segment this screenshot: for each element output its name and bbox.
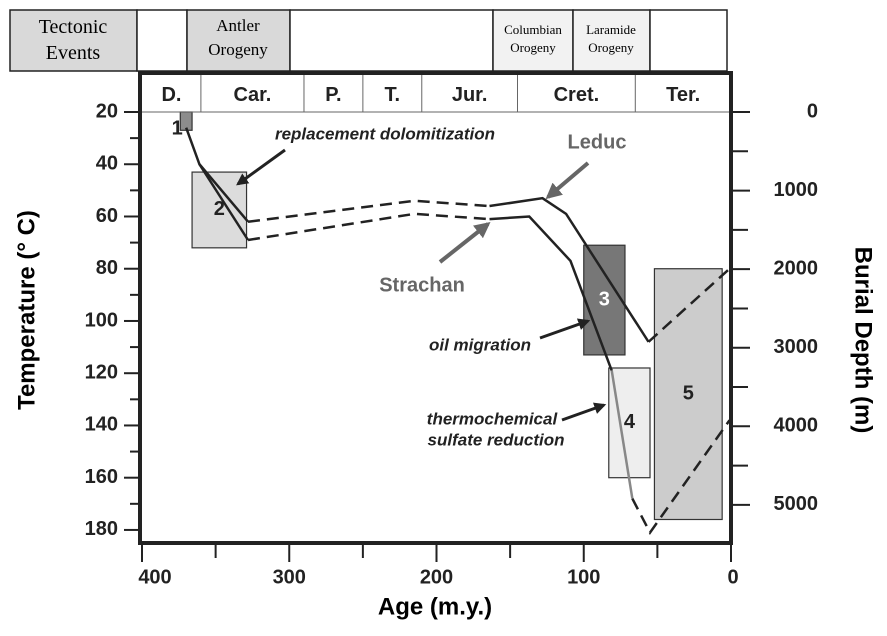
y-tick-label: 40 [96,153,118,175]
range-box [583,244,626,356]
header-label-line: Events [46,42,101,64]
event-label: Columbian Orogeny [504,22,562,55]
event-label: Antler Orogeny [208,16,268,59]
box-label: 2 [214,198,225,220]
header-box [649,9,728,72]
event-label: Laramide Orogeny [586,22,636,55]
y-tick-label: 100 [85,309,118,331]
y2-tick-label: 1000 [774,179,819,201]
period-label: Jur. [452,84,488,106]
header-box [136,9,188,72]
header-box [9,9,138,72]
x-tick-label: 400 [138,566,171,588]
event-label-line: Orogeny [588,40,634,55]
temperature-line [247,199,490,223]
period-label: P. [325,84,341,106]
box-label: 4 [624,411,636,433]
y2-tick-label: 4000 [774,415,819,437]
period-label: Cret. [554,84,600,106]
temperature-line [489,215,613,372]
annotation-arrow [438,222,491,264]
y-tick-label: 20 [96,100,118,122]
header-box [289,9,494,72]
box-label: 5 [683,382,694,404]
annotation: thermochemical [427,409,559,428]
annotation: Leduc [568,131,627,153]
temperature-line [610,370,634,499]
header-label: Tectonic Events [39,16,108,64]
event-label-line: Columbian [504,22,562,37]
y2-tick-label: 0 [807,100,818,122]
y-tick-label: 120 [85,361,118,383]
box-label: 3 [599,288,610,310]
temperature-line [631,419,731,535]
y-tick-label: 160 [85,466,118,488]
range-box [608,367,651,479]
period-label: Car. [234,84,272,106]
y2-tick-label: 2000 [774,257,819,279]
header-label-line: Tectonic [39,16,108,38]
y-tick-label: 60 [96,205,118,227]
x-tick-label: 200 [420,566,453,588]
annotation: replacement dolomitization [275,124,495,143]
x-tick-label: 300 [273,566,306,588]
y2-tick-label: 5000 [774,493,819,515]
y2-tick-label: 3000 [774,336,819,358]
header [9,9,728,72]
annotation: oil migration [429,335,531,354]
annotation: sulfate reduction [428,430,565,449]
temperature-line [198,163,250,241]
event-label-line: Orogeny [510,40,556,55]
temperature-line [489,196,650,343]
box-label: 1 [172,117,183,139]
temperature-line [247,212,490,242]
x-tick-label: 100 [567,566,600,588]
event-label-line: Laramide [586,22,636,37]
y-axis-label: Temperature (° C) [13,210,40,410]
annotation: Strachan [379,274,465,296]
period-label: D. [161,84,181,106]
x-tick-label: 0 [727,566,738,588]
x-axis-label: Age (m.y.) [378,593,492,620]
period-label: T. [385,84,401,106]
annotation-arrow [236,148,286,186]
y-tick-label: 80 [96,257,118,279]
y2-axis-label: Burial Depth (m) [850,247,877,434]
header-box [186,9,291,72]
header-box [572,9,651,72]
annotation-arrow [539,318,591,340]
event-label-line: Orogeny [208,40,268,59]
annotation-arrow [545,161,590,200]
annotation-arrow [561,402,607,422]
event-label-line: Antler [216,16,260,35]
y-tick-label: 140 [85,414,118,436]
y-tick-label: 180 [85,518,118,540]
period-label: Ter. [666,84,700,106]
